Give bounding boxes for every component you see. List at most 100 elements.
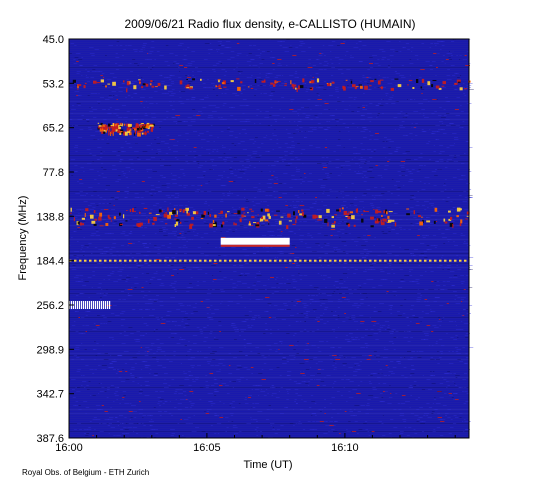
spectrogram-cell bbox=[186, 287, 191, 288]
spectrogram-cell bbox=[391, 373, 395, 374]
spectrogram-cell bbox=[426, 249, 430, 250]
spectrogram-cell bbox=[407, 171, 411, 172]
spectrogram-cell bbox=[170, 297, 175, 298]
spectrogram-cell bbox=[159, 343, 164, 344]
spectrogram-cell bbox=[269, 179, 274, 180]
spectrogram-cell bbox=[135, 171, 138, 172]
spectrogram-cell bbox=[218, 247, 224, 248]
interference-mark bbox=[133, 132, 135, 136]
spectrogram-cell bbox=[379, 269, 383, 270]
spectrogram-cell bbox=[459, 195, 462, 196]
interference-mark bbox=[154, 259, 157, 262]
spectrogram-cell bbox=[77, 137, 83, 138]
spectrogram-cell bbox=[454, 209, 459, 210]
interference-mark bbox=[424, 259, 427, 262]
spectrogram-cell bbox=[294, 401, 296, 402]
spectrogram-cell bbox=[246, 369, 251, 370]
spectrogram-cell bbox=[407, 359, 413, 360]
spectrogram-cell bbox=[354, 199, 358, 200]
spectrogram-cell bbox=[459, 257, 461, 258]
spectrogram-cell bbox=[154, 233, 157, 234]
spectrogram-cell bbox=[157, 249, 160, 250]
spectrogram-cell bbox=[428, 227, 430, 228]
spectrogram-cell bbox=[430, 359, 435, 360]
spectrogram-cell bbox=[298, 229, 301, 230]
spectrogram-row bbox=[69, 171, 469, 172]
spectrogram-row bbox=[69, 153, 469, 154]
spectrogram-cell bbox=[299, 331, 304, 332]
spectrogram-cell bbox=[161, 141, 165, 142]
spectrogram-cell bbox=[364, 343, 366, 344]
spectrogram-cell bbox=[187, 319, 191, 320]
spectrogram-cell bbox=[394, 129, 396, 130]
spectrogram-cell bbox=[377, 113, 380, 114]
spectrogram-cell bbox=[118, 117, 123, 118]
spectrogram-cell bbox=[312, 301, 317, 302]
spectrogram-cell bbox=[188, 349, 191, 350]
spectrogram-cell bbox=[223, 171, 225, 172]
spectrogram-cell bbox=[286, 279, 289, 280]
spectrogram-row bbox=[69, 193, 469, 194]
spectrogram-row bbox=[69, 313, 469, 314]
spectrogram-cell bbox=[435, 403, 441, 404]
spectrogram-cell bbox=[186, 291, 190, 292]
spectrogram-cell bbox=[451, 41, 455, 42]
interference-mark bbox=[379, 79, 384, 81]
spectrogram-cell bbox=[465, 141, 470, 142]
spectrogram-row bbox=[69, 249, 469, 250]
interference-mark bbox=[317, 219, 321, 221]
spectrogram-cell bbox=[458, 179, 464, 180]
spectrogram-cell bbox=[118, 65, 123, 66]
spectrogram-cell bbox=[289, 423, 294, 424]
spectrogram-cell bbox=[427, 261, 430, 262]
spectrogram-cell bbox=[400, 357, 402, 358]
x-tick-label: 16:05 bbox=[193, 442, 221, 454]
spectrogram-cell bbox=[306, 63, 308, 64]
spectrogram-cell bbox=[171, 321, 174, 322]
spectrogram-cell bbox=[414, 433, 418, 434]
spectrogram-cell bbox=[373, 333, 378, 334]
y-tick-label: 65.2 bbox=[43, 123, 64, 135]
spectrogram-cell bbox=[441, 257, 443, 258]
spectrogram-cell bbox=[428, 345, 431, 346]
spectrogram-cell bbox=[279, 183, 284, 184]
spectrogram-cell bbox=[219, 43, 222, 44]
spectrogram-cell bbox=[234, 339, 237, 340]
spectrogram-cell bbox=[177, 117, 180, 118]
spectrogram-cell bbox=[212, 65, 217, 66]
spectrogram-cell bbox=[295, 267, 300, 268]
spectrogram-cell bbox=[256, 431, 258, 432]
spectrogram-cell bbox=[173, 63, 177, 64]
spectrogram-cell bbox=[74, 125, 78, 126]
spectrogram-cell bbox=[216, 49, 218, 50]
spectrogram-cell bbox=[191, 97, 196, 98]
spectrogram-cell bbox=[135, 135, 139, 136]
spectrogram-cell bbox=[397, 171, 402, 172]
spectrogram-cell bbox=[294, 195, 299, 196]
spectrogram-cell bbox=[409, 63, 414, 64]
spectrogram-cell bbox=[359, 287, 362, 288]
spectrogram-cell bbox=[332, 409, 336, 410]
spectrogram-cell bbox=[300, 177, 302, 178]
spectrogram-cell bbox=[155, 153, 159, 154]
spectrogram-row bbox=[69, 435, 469, 436]
interference-mark bbox=[191, 216, 194, 220]
spectrogram-cell bbox=[179, 389, 183, 390]
spectrogram-row bbox=[69, 83, 469, 84]
spectrogram-cell bbox=[305, 243, 307, 244]
spectrogram-cell bbox=[362, 257, 366, 258]
spectrogram-cell bbox=[125, 177, 128, 178]
spectrogram-cell bbox=[205, 161, 207, 162]
spectrogram-cell bbox=[268, 195, 273, 196]
spectrogram-cell bbox=[311, 345, 313, 346]
spectrogram-cell bbox=[345, 335, 348, 336]
spectrogram-cell bbox=[416, 301, 421, 302]
spectrogram-cell bbox=[185, 65, 190, 66]
spectrogram-cell bbox=[137, 241, 141, 242]
interference-mark bbox=[110, 132, 112, 136]
spectrogram-cell bbox=[340, 395, 343, 396]
interference-mark bbox=[327, 83, 331, 87]
spectrogram-cell bbox=[238, 403, 241, 404]
interference-mark bbox=[329, 259, 332, 262]
spectrogram-cell bbox=[176, 235, 181, 236]
